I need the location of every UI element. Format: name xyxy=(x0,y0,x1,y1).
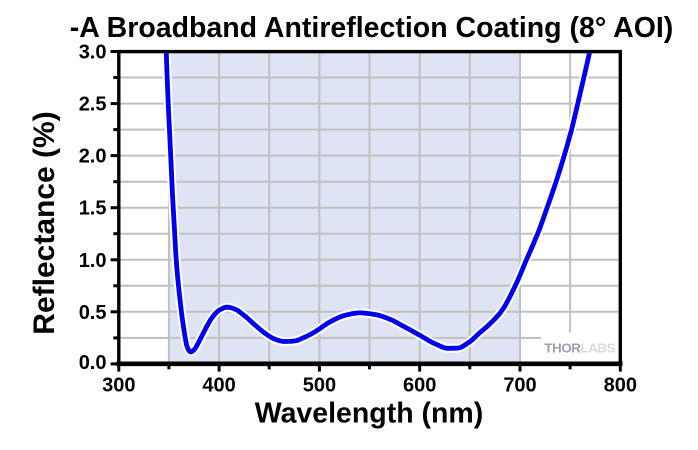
svg-text:-A Broadband Antireflection Co: -A Broadband Antireflection Coating (8° … xyxy=(70,12,674,44)
svg-text:Reflectance (%): Reflectance (%) xyxy=(28,111,61,334)
svg-text:1.5: 1.5 xyxy=(79,198,107,220)
svg-text:500: 500 xyxy=(303,375,336,397)
svg-text:600: 600 xyxy=(403,375,436,397)
svg-text:0.5: 0.5 xyxy=(79,302,107,324)
svg-text:THOR: THOR xyxy=(544,341,581,356)
svg-text:LABS: LABS xyxy=(581,341,616,356)
svg-text:Wavelength (nm): Wavelength (nm) xyxy=(255,398,484,430)
svg-text:3.0: 3.0 xyxy=(79,42,107,64)
svg-text:800: 800 xyxy=(604,375,637,397)
svg-text:700: 700 xyxy=(503,375,536,397)
svg-text:0.0: 0.0 xyxy=(79,352,107,374)
svg-text:400: 400 xyxy=(202,375,235,397)
svg-text:2.5: 2.5 xyxy=(79,94,107,116)
svg-text:300: 300 xyxy=(102,375,135,397)
svg-text:2.0: 2.0 xyxy=(79,146,107,168)
svg-text:1.0: 1.0 xyxy=(79,250,107,272)
